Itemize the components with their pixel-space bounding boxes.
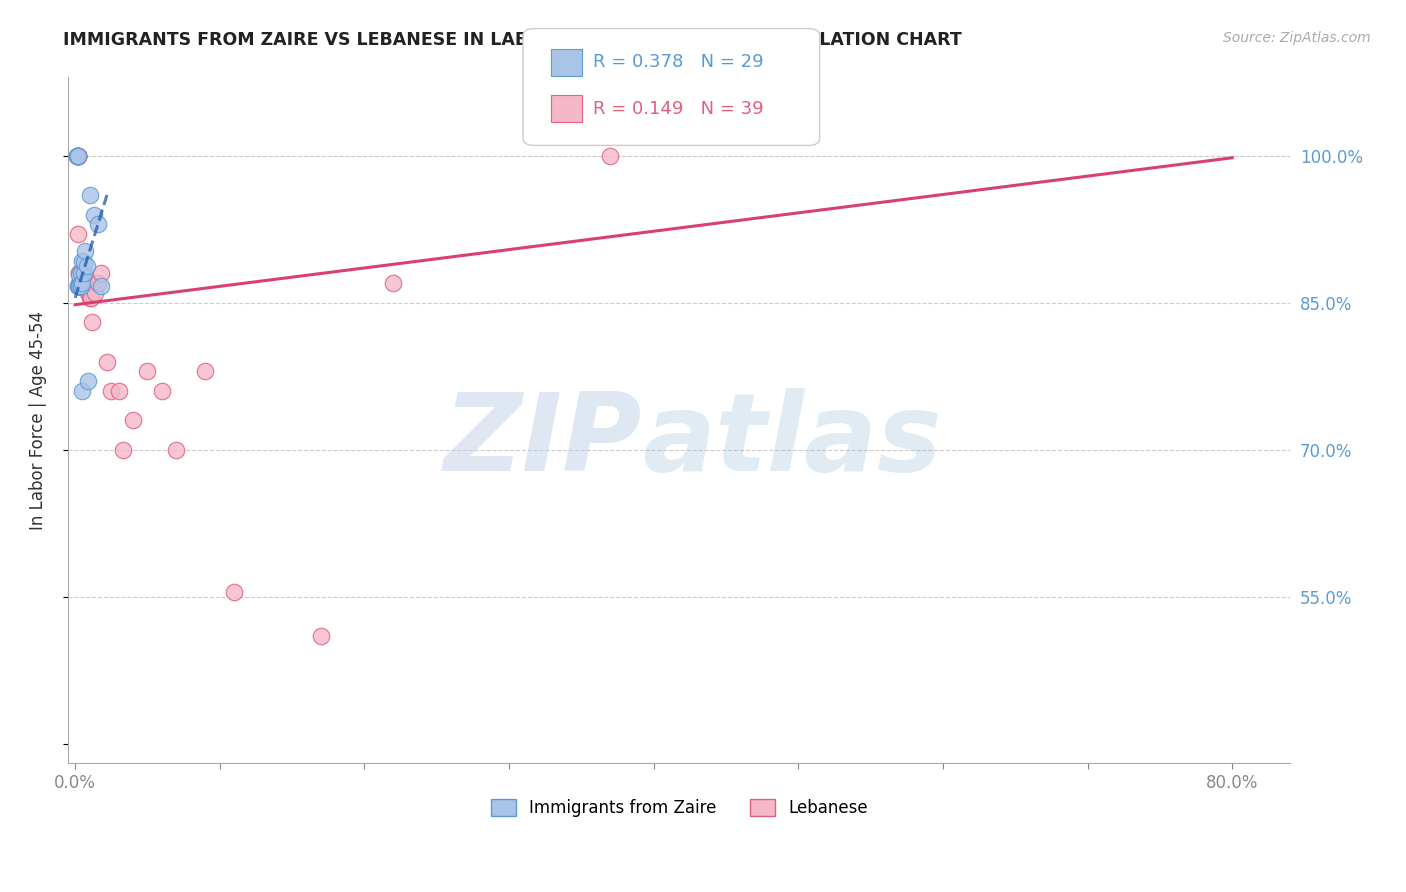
Point	[69, 279, 91, 293]
Point	[309, 629, 332, 643]
Point	[72, 266, 94, 280]
Point	[107, 384, 129, 398]
Point	[65, 149, 87, 163]
Point	[82, 315, 104, 329]
Point	[165, 442, 187, 457]
Point	[90, 266, 112, 280]
Point	[66, 279, 89, 293]
Point	[77, 374, 100, 388]
Point	[599, 149, 621, 163]
Point	[73, 273, 96, 287]
Y-axis label: In Labor Force | Age 45-54: In Labor Force | Age 45-54	[30, 310, 46, 530]
Point	[69, 279, 91, 293]
Point	[69, 276, 91, 290]
Text: ZIP: ZIP	[444, 388, 643, 494]
Point	[73, 254, 96, 268]
Point	[100, 384, 122, 398]
Point	[70, 276, 93, 290]
Point	[73, 266, 96, 280]
Point	[150, 384, 173, 398]
Point	[66, 149, 89, 163]
Point	[76, 276, 98, 290]
Point	[66, 227, 89, 242]
Point	[66, 149, 89, 163]
Point	[69, 266, 91, 280]
Point	[66, 279, 89, 293]
Point	[111, 442, 134, 457]
Point	[69, 279, 91, 293]
Point	[66, 149, 89, 163]
Point	[72, 384, 94, 398]
Point	[73, 276, 96, 290]
Point	[70, 279, 93, 293]
Point	[66, 149, 89, 163]
Legend: Immigrants from Zaire, Lebanese: Immigrants from Zaire, Lebanese	[484, 792, 875, 823]
Point	[84, 285, 107, 300]
Text: R = 0.378   N = 29: R = 0.378 N = 29	[593, 54, 763, 71]
Point	[87, 218, 110, 232]
Point	[69, 279, 91, 293]
Point	[83, 208, 105, 222]
Text: atlas: atlas	[643, 388, 942, 494]
Point	[65, 149, 87, 163]
Point	[80, 291, 103, 305]
Point	[136, 364, 159, 378]
Point	[96, 354, 118, 368]
Point	[79, 291, 101, 305]
Point	[194, 364, 217, 378]
Point	[72, 276, 94, 290]
Text: R = 0.149   N = 39: R = 0.149 N = 39	[593, 100, 763, 118]
Point	[75, 276, 97, 290]
Text: Source: ZipAtlas.com: Source: ZipAtlas.com	[1223, 31, 1371, 45]
Point	[122, 413, 145, 427]
Point	[65, 149, 87, 163]
Point	[70, 279, 93, 293]
Point	[90, 279, 112, 293]
Point	[70, 266, 93, 280]
Point	[382, 276, 405, 290]
Point	[79, 188, 101, 202]
Point	[72, 253, 94, 268]
Point	[69, 279, 91, 293]
Point	[70, 279, 93, 293]
Point	[69, 266, 91, 280]
Point	[75, 244, 97, 258]
Point	[69, 268, 91, 283]
Point	[76, 260, 98, 274]
Point	[69, 279, 91, 293]
Point	[224, 584, 246, 599]
Point	[66, 149, 89, 163]
Point	[69, 279, 91, 293]
Point	[79, 276, 101, 290]
Point	[66, 149, 89, 163]
Point	[87, 276, 110, 290]
Point	[66, 149, 89, 163]
Point	[70, 276, 93, 290]
Point	[77, 285, 100, 300]
Text: IMMIGRANTS FROM ZAIRE VS LEBANESE IN LABOR FORCE | AGE 45-54 CORRELATION CHART: IMMIGRANTS FROM ZAIRE VS LEBANESE IN LAB…	[63, 31, 962, 49]
